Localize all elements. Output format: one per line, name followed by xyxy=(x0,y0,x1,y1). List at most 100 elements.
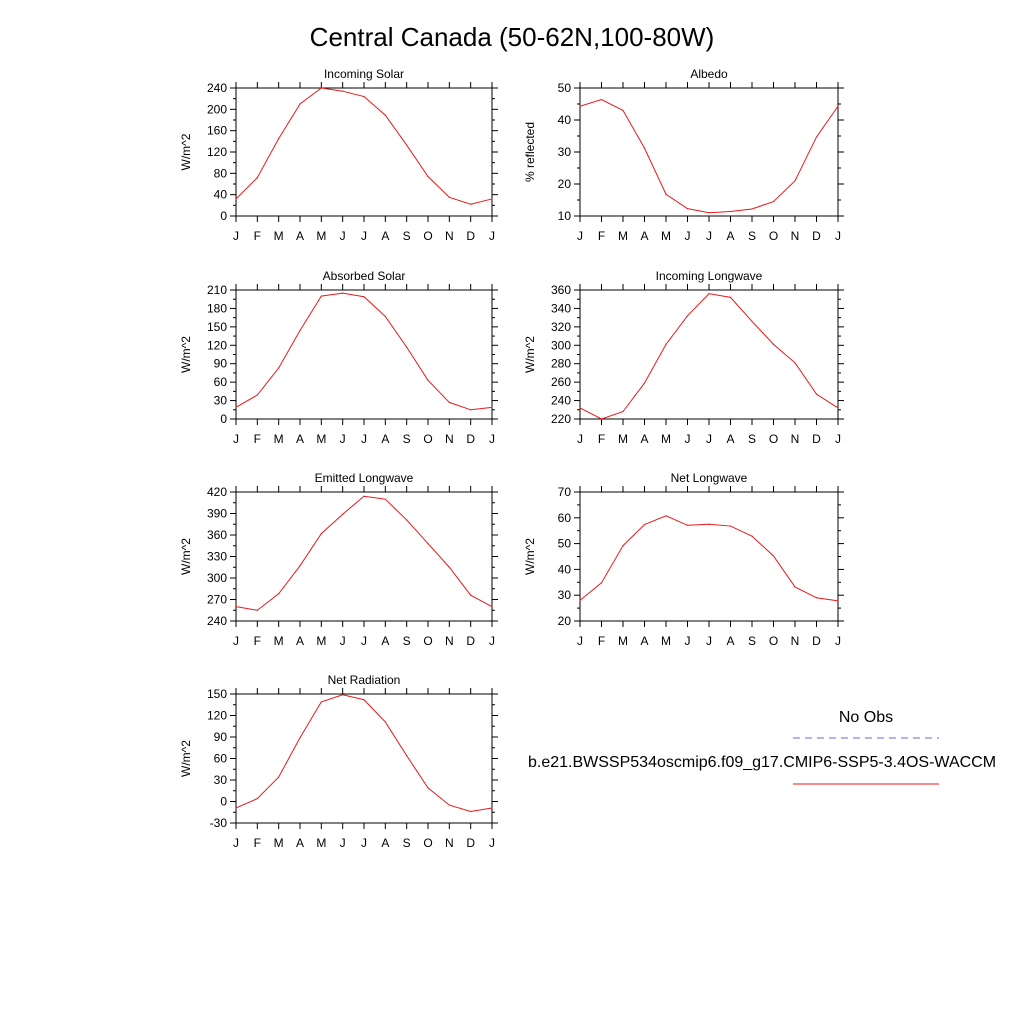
ytick-label: 320 xyxy=(551,320,571,334)
xtick-label: J xyxy=(233,432,239,446)
ytick-label: 180 xyxy=(207,301,227,315)
xtick-label: D xyxy=(812,229,821,243)
data-point xyxy=(729,210,732,213)
data-point xyxy=(320,295,322,297)
xtick-label: O xyxy=(423,229,432,243)
data-point xyxy=(342,90,344,92)
data-point xyxy=(665,193,667,195)
xtick-label: A xyxy=(296,836,304,850)
ytick-label: 120 xyxy=(207,709,227,723)
data-point xyxy=(363,495,365,497)
data-point xyxy=(342,513,344,515)
ytick-label: 120 xyxy=(207,145,227,159)
data-point xyxy=(299,329,301,332)
ytick-label: 150 xyxy=(207,320,227,334)
xtick-label: D xyxy=(466,229,475,243)
ytick-label: 330 xyxy=(207,550,227,564)
xtick-label: M xyxy=(316,836,326,850)
xtick-label: A xyxy=(296,432,304,446)
ytick-label: 40 xyxy=(558,562,572,576)
xtick-label: J xyxy=(340,634,346,648)
data-point xyxy=(686,208,689,210)
xtick-label: M xyxy=(274,432,284,446)
xtick-label: N xyxy=(791,432,800,446)
xtick-label: A xyxy=(640,634,648,648)
data-point xyxy=(579,105,581,107)
xtick-label: D xyxy=(466,836,475,850)
data-point xyxy=(342,694,344,696)
ytick-label: 240 xyxy=(207,614,227,628)
xtick-label: N xyxy=(445,229,454,243)
xtick-label: J xyxy=(685,229,691,243)
ytick-label: 20 xyxy=(558,177,572,191)
xtick-label: J xyxy=(340,229,346,243)
xtick-label: A xyxy=(640,432,648,446)
data-point xyxy=(256,177,258,179)
figure-title: Central Canada (50-62N,100-80W) xyxy=(310,22,715,52)
xtick-label: A xyxy=(381,229,389,243)
ylabel-incoming-solar: W/m^2 xyxy=(179,133,193,170)
ylabel-emitted-longwave: W/m^2 xyxy=(179,538,193,575)
xtick-label: F xyxy=(254,634,261,648)
xtick-label: J xyxy=(835,229,841,243)
data-point xyxy=(751,320,753,322)
data-point xyxy=(729,525,732,527)
ytick-label: 360 xyxy=(207,528,227,542)
xtick-label: J xyxy=(361,229,367,243)
xtick-label: F xyxy=(254,229,261,243)
xtick-label: J xyxy=(577,229,583,243)
data-point xyxy=(643,147,646,149)
data-point xyxy=(427,543,429,545)
data-point xyxy=(448,196,450,198)
panel-title-net-longwave: Net Longwave xyxy=(671,471,748,485)
data-point xyxy=(235,406,237,408)
xtick-label: S xyxy=(403,229,411,243)
data-point xyxy=(256,394,258,396)
data-point xyxy=(837,105,839,107)
data-point xyxy=(600,582,603,584)
xtick-label: J xyxy=(233,836,239,850)
ytick-label: 240 xyxy=(551,394,571,408)
data-point xyxy=(235,198,237,200)
data-point xyxy=(491,606,493,608)
data-point xyxy=(686,315,689,317)
ytick-label: 30 xyxy=(558,588,572,602)
ytick-label: 50 xyxy=(558,81,572,95)
ytick-label: 0 xyxy=(220,795,227,809)
ytick-label: 220 xyxy=(551,412,571,426)
ytick-label: 30 xyxy=(558,145,572,159)
data-point xyxy=(751,535,753,537)
xtick-label: J xyxy=(835,634,841,648)
xtick-label: M xyxy=(274,836,284,850)
xtick-label: S xyxy=(403,432,411,446)
xtick-label: J xyxy=(577,634,583,648)
data-point xyxy=(751,208,753,210)
xtick-label: J xyxy=(706,432,712,446)
data-point xyxy=(837,407,839,409)
data-point xyxy=(772,555,775,557)
data-point xyxy=(794,362,796,364)
ytick-label: 280 xyxy=(551,357,571,371)
data-point xyxy=(448,804,450,806)
xtick-label: S xyxy=(403,836,411,850)
ytick-label: 10 xyxy=(558,209,572,223)
series-line-emitted-longwave xyxy=(235,495,493,611)
data-point xyxy=(363,699,365,701)
xtick-label: J xyxy=(361,634,367,648)
data-point xyxy=(448,566,450,568)
ytick-label: 420 xyxy=(207,485,227,499)
plot-frame-incoming-solar xyxy=(235,87,493,217)
xtick-label: J xyxy=(577,432,583,446)
ytick-label: 360 xyxy=(551,283,571,297)
ytick-label: 90 xyxy=(214,357,228,371)
data-point xyxy=(772,343,775,345)
ytick-label: 90 xyxy=(214,730,228,744)
xtick-label: J xyxy=(233,634,239,648)
data-point xyxy=(708,293,710,295)
data-point xyxy=(622,109,624,111)
ytick-label: 40 xyxy=(558,113,572,127)
ytick-label: 50 xyxy=(558,537,572,551)
